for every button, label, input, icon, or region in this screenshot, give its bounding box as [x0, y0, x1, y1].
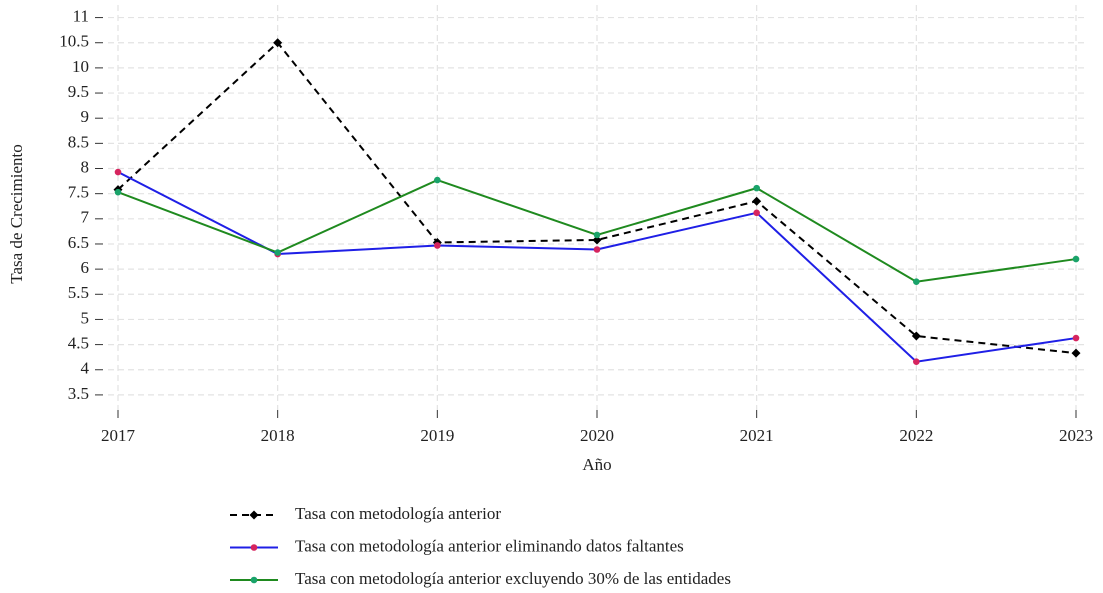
data-point [274, 249, 281, 256]
y-tick-label: 11 [73, 6, 89, 25]
data-point [752, 196, 762, 206]
data-point [1072, 255, 1080, 263]
y-axis-label: Tasa de Crecimiento [7, 144, 26, 283]
data-point [753, 184, 760, 192]
data-point [114, 168, 122, 176]
y-tick-label: 7 [81, 208, 90, 227]
data-point [592, 235, 602, 245]
x-tick-label: 2018 [261, 426, 295, 445]
data-point [273, 38, 283, 48]
data-point [753, 209, 760, 217]
data-point [1072, 334, 1080, 342]
y-tick-label: 7.5 [68, 183, 89, 202]
data-point [1071, 348, 1081, 358]
y-tick-label: 6 [81, 258, 90, 277]
legend-marker [250, 544, 258, 551]
y-tick-label: 6.5 [68, 233, 89, 252]
legend-marker [249, 510, 259, 520]
legend-label: Tasa con metodología anterior eliminando… [295, 536, 684, 555]
y-tick-label: 10 [72, 57, 89, 76]
y-tick-label: 4.5 [68, 334, 89, 353]
data-point [911, 331, 921, 341]
x-tick-label: 2017 [101, 426, 136, 445]
x-tick-label: 2021 [740, 426, 774, 445]
x-tick-label: 2020 [580, 426, 614, 445]
x-axis-label: Año [582, 455, 611, 474]
x-tick-label: 2019 [420, 426, 454, 445]
x-tick-label: 2022 [899, 426, 933, 445]
legend-label: Tasa con metodología anterior excluyendo… [295, 569, 731, 588]
legend-label: Tasa con metodología anterior [295, 504, 501, 523]
y-tick-label: 10.5 [59, 32, 89, 51]
data-point [593, 231, 601, 239]
y-tick-label: 8.5 [68, 132, 89, 151]
legend-marker [250, 576, 258, 584]
y-tick-label: 9.5 [68, 82, 89, 101]
data-point [913, 278, 920, 286]
data-point [913, 358, 920, 366]
y-tick-label: 5 [81, 308, 90, 327]
data-point [434, 242, 441, 249]
y-tick-label: 9 [81, 107, 90, 126]
data-point [434, 176, 441, 184]
y-tick-label: 5.5 [68, 283, 89, 302]
y-tick-label: 8 [81, 157, 90, 176]
y-tick-label: 4 [81, 359, 90, 378]
y-tick-label: 3.5 [68, 384, 89, 403]
data-point [593, 246, 601, 253]
x-tick-label: 2023 [1059, 426, 1093, 445]
data-point [114, 188, 122, 196]
